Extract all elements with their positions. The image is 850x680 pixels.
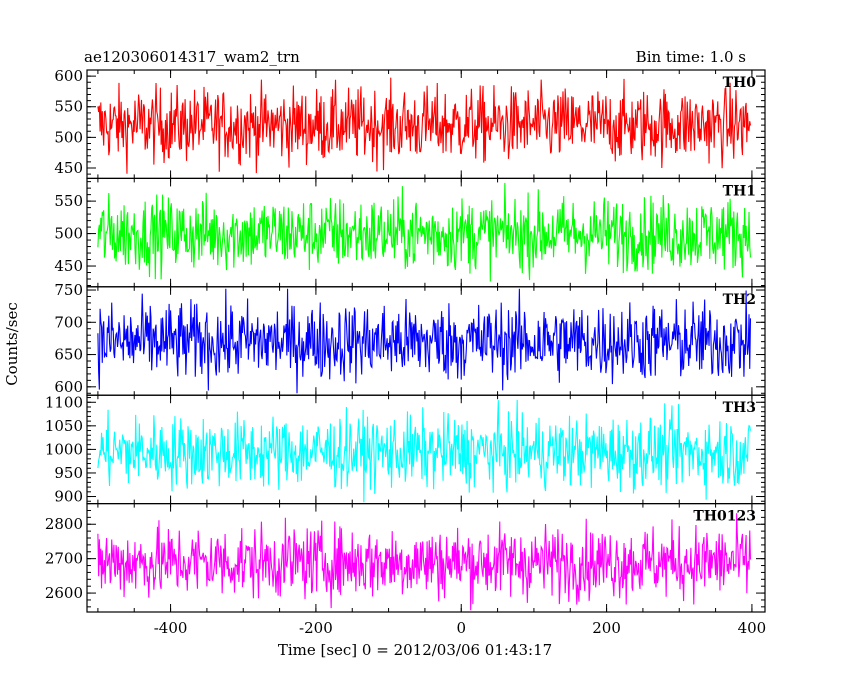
y-tick-label: 700: [54, 313, 83, 331]
series-line-th3: [97, 399, 752, 503]
series-line-th0: [97, 77, 752, 174]
panels-group: 450 500 550 600 TH0 450 500 550 TH1 600 650 700 750 T…: [45, 67, 766, 637]
y-tick-label: 1000: [45, 440, 83, 458]
panel-th2: 600 650 700 750 TH2: [54, 281, 766, 396]
panel-frame: [86, 503, 766, 613]
x-tick-label: 400: [738, 619, 767, 637]
y-tick-label: 600: [54, 378, 83, 396]
series-line-th2: [97, 288, 752, 394]
y-tick-label: 550: [54, 98, 83, 116]
x-tick-label: 200: [592, 619, 621, 637]
panel-label: TH0: [723, 75, 757, 91]
bin-time-label: Bin time: 1.0 s: [636, 48, 746, 66]
y-tick-label: 1100: [45, 393, 83, 411]
y-tick-label: 1050: [45, 417, 83, 435]
panel-label: TH3: [723, 400, 756, 416]
y-tick-label: 2600: [45, 584, 83, 602]
y-tick-label: 600: [54, 67, 83, 85]
y-tick-label: 450: [54, 159, 83, 177]
series-line-th1: [97, 182, 752, 282]
panel-label: TH0123: [693, 509, 756, 525]
x-tick-label: -400: [154, 619, 188, 637]
y-tick-label: 450: [54, 257, 83, 275]
y-tick-label: 950: [54, 464, 83, 482]
panel-label: TH2: [723, 292, 756, 308]
panel-th3: 900 950 1000 1050 1100 TH3: [45, 393, 766, 506]
x-tick-label: -200: [299, 619, 333, 637]
y-tick-label: 500: [54, 225, 83, 243]
chart-title: ae120306014317_wam2_trn: [84, 48, 300, 66]
x-tick-label: 0: [456, 619, 466, 637]
panel-th0: 450 500 550 600 TH0: [54, 67, 766, 180]
panel-th1: 450 500 550 TH1: [54, 177, 766, 288]
x-axis-label: Time [sec] 0 = 2012/03/06 01:43:17: [278, 641, 552, 659]
y-tick-label: 2800: [45, 515, 83, 533]
y-tick-label: 750: [54, 281, 83, 299]
y-tick-label: 2700: [45, 550, 83, 568]
panel-label: TH1: [723, 183, 756, 199]
series-line-th0123: [97, 513, 752, 611]
y-tick-label: 500: [54, 128, 83, 146]
y-axis-label: Counts/sec: [3, 302, 21, 386]
panel-th0123: 2600 2700 2800 TH0123: [45, 503, 766, 613]
y-tick-label: 900: [54, 488, 83, 506]
y-tick-label: 550: [54, 192, 83, 210]
y-tick-label: 650: [54, 346, 83, 364]
